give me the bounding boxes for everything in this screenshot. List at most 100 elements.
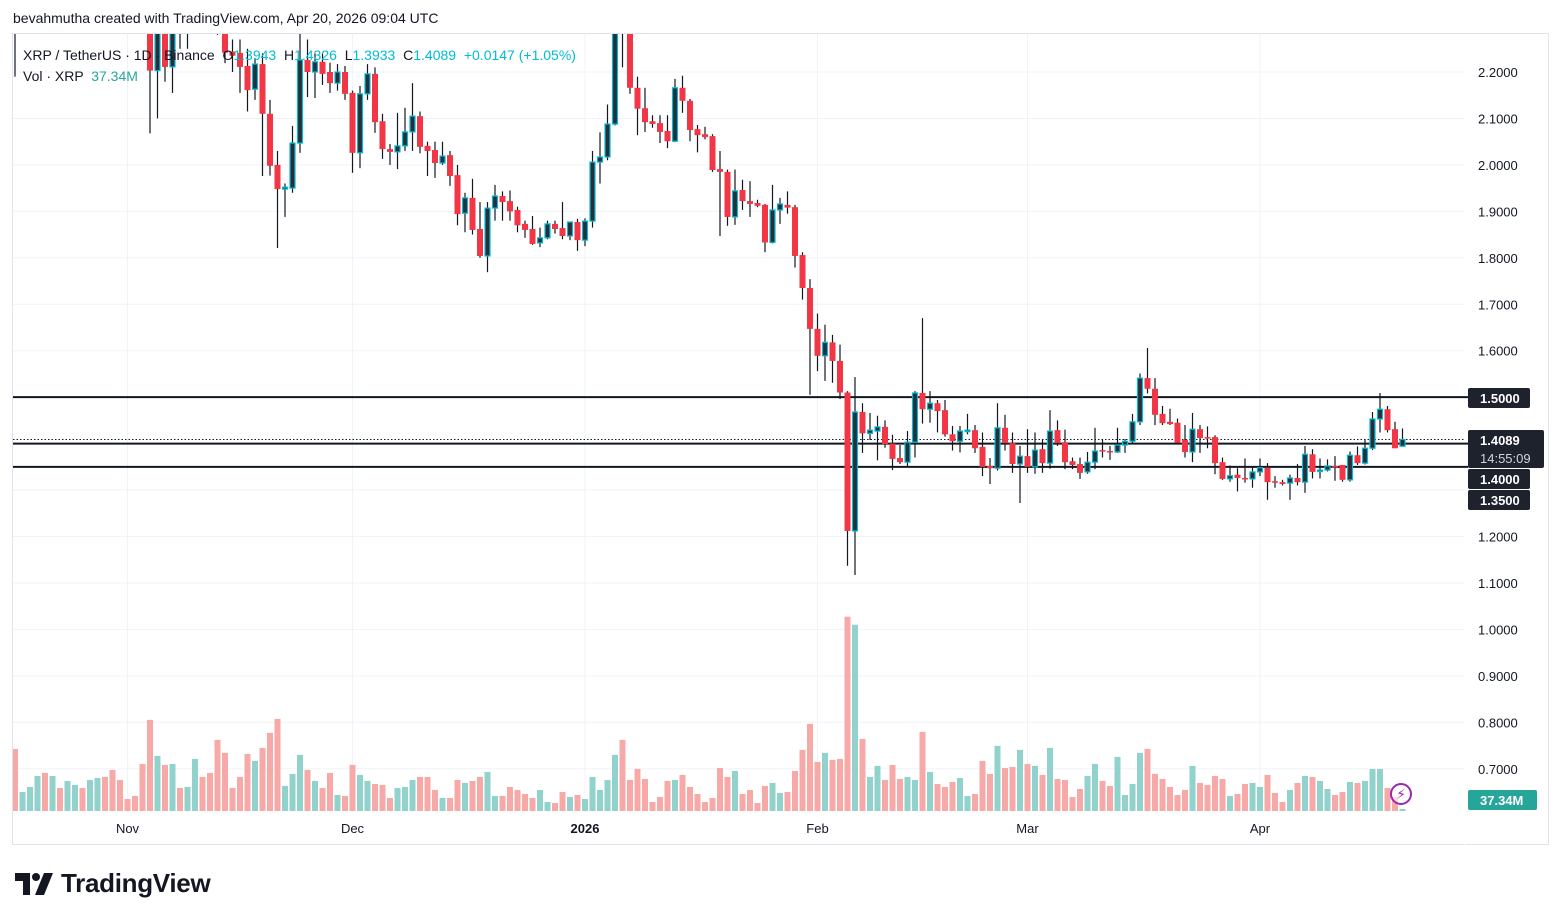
volume-bar xyxy=(207,772,213,811)
volume-bar xyxy=(102,776,108,811)
volume-bar xyxy=(184,786,191,811)
candle-body-up xyxy=(589,161,596,222)
volume-bar xyxy=(1354,782,1361,811)
tradingview-logo[interactable]: TradingView xyxy=(15,868,211,899)
volume-bar xyxy=(634,768,641,811)
candle-body-down xyxy=(12,0,18,2)
candle-body-down xyxy=(679,87,686,101)
volume-bar xyxy=(432,789,438,811)
symbol-legend: XRP / TetherUS · 1D · Binance O1.3943 H1… xyxy=(23,45,576,87)
volume-bar xyxy=(439,797,446,811)
candle-body-down xyxy=(754,202,761,206)
volume-bar xyxy=(1002,767,1008,811)
candle-body-down xyxy=(829,342,836,361)
volume-bar xyxy=(124,799,131,811)
volume-bar xyxy=(597,789,603,811)
candle-body-down xyxy=(634,87,641,109)
candle-body-up xyxy=(536,237,544,244)
level-price-badge xyxy=(1468,388,1530,408)
candle-body-up xyxy=(731,190,739,218)
candle-body-down xyxy=(274,164,281,190)
candle-body-down xyxy=(162,34,168,67)
candle-body-down xyxy=(229,51,236,56)
volume-bar xyxy=(327,772,333,811)
candle-body-down xyxy=(717,169,723,172)
candle-body-up xyxy=(356,93,364,154)
volume-bar xyxy=(447,797,453,811)
volume-bar xyxy=(372,783,378,811)
candle-body-down xyxy=(417,116,423,147)
price-tick-label: 1.6000 xyxy=(1478,344,1518,359)
volume-bar xyxy=(139,763,146,811)
candle-body-down xyxy=(762,204,768,243)
volume-bar xyxy=(1272,792,1278,811)
volume-bar xyxy=(409,779,416,811)
price-axis[interactable]: 2.2000 2.1000 2.0000 1.9000 1.8000 1.7000 1.60… xyxy=(1478,65,1518,777)
volume-bar xyxy=(732,770,738,811)
candle-body-down xyxy=(147,34,153,71)
volume-bar xyxy=(957,777,963,811)
candle-body-up xyxy=(484,207,491,257)
volume-bar xyxy=(657,796,663,811)
lightning-icon[interactable]: ⚡ xyxy=(1390,783,1412,805)
volume-bar xyxy=(582,799,588,811)
volume-bar xyxy=(1294,782,1301,811)
volume-bar xyxy=(1339,791,1346,811)
price-tick-label: 1.8000 xyxy=(1478,251,1518,266)
time-axis[interactable]: Nov Dec 2026 Feb Mar Apr xyxy=(116,821,1271,836)
legend-high-label: H xyxy=(283,47,295,63)
logo-text: TradingView xyxy=(61,868,211,898)
volume-bar xyxy=(1399,809,1406,811)
time-tick-label: Mar xyxy=(1016,821,1039,836)
candle-body-down xyxy=(327,72,333,84)
volume-bar xyxy=(379,784,386,811)
legend-close-value: 1.4089 xyxy=(413,47,457,63)
volume-bar xyxy=(1332,794,1338,811)
legend-volume-label[interactable]: Vol · XRP xyxy=(23,68,84,84)
time-tick-label: Dec xyxy=(341,821,365,836)
volume-bar xyxy=(1227,795,1233,811)
candle-body-down xyxy=(267,113,273,166)
candle-body-down xyxy=(1197,429,1203,439)
candle-body-down xyxy=(387,149,393,152)
candle-body-up xyxy=(1129,421,1136,442)
price-tick-label: 0.9000 xyxy=(1478,669,1518,684)
legend-open-value: 1.3943 xyxy=(233,47,277,63)
candle-body-down xyxy=(432,150,438,164)
candle-body-down xyxy=(1272,481,1278,483)
level-price-label: 1.4000 xyxy=(1480,472,1520,487)
candle-body-down xyxy=(642,108,648,123)
candle-body-down xyxy=(1332,465,1338,468)
volume-bar xyxy=(844,616,851,811)
candle-body-up xyxy=(1316,469,1324,473)
price-tick-label: 1.1000 xyxy=(1478,576,1518,591)
candle-body-down xyxy=(1077,464,1083,473)
candle-body-up xyxy=(364,73,371,95)
candle-body-down xyxy=(972,430,978,449)
legend-symbol[interactable]: XRP / TetherUS · 1D · Binance xyxy=(23,47,215,63)
volume-bar xyxy=(897,778,903,811)
candle-body-down xyxy=(1354,455,1361,464)
legend-close-label: C xyxy=(403,47,414,63)
horizontal-levels[interactable] xyxy=(13,396,1468,468)
price-badges: 1.5000 1.4000 1.3500 1.4089 14:55:09 37.34M xyxy=(1468,388,1544,810)
candle-body-down xyxy=(1099,450,1106,452)
candle-body-down xyxy=(897,457,903,463)
candle-body-down xyxy=(979,446,986,467)
candle-body-up xyxy=(874,426,881,432)
candle-body-up xyxy=(851,411,859,532)
candle-body-down xyxy=(934,403,941,412)
volume-bar xyxy=(274,718,281,811)
volume-bar xyxy=(162,764,168,811)
candle-body-up xyxy=(1189,428,1196,453)
volume-badge-label: 37.34M xyxy=(1480,793,1523,808)
candle-body-up xyxy=(566,221,574,237)
candle-body-down xyxy=(1234,474,1241,478)
volume-bar xyxy=(492,795,498,811)
candle-body-up xyxy=(611,34,619,125)
candle-body-down xyxy=(349,92,356,153)
candle-body-down xyxy=(649,121,656,125)
candle-body-down xyxy=(1069,461,1076,465)
volume-bar xyxy=(1009,766,1016,811)
